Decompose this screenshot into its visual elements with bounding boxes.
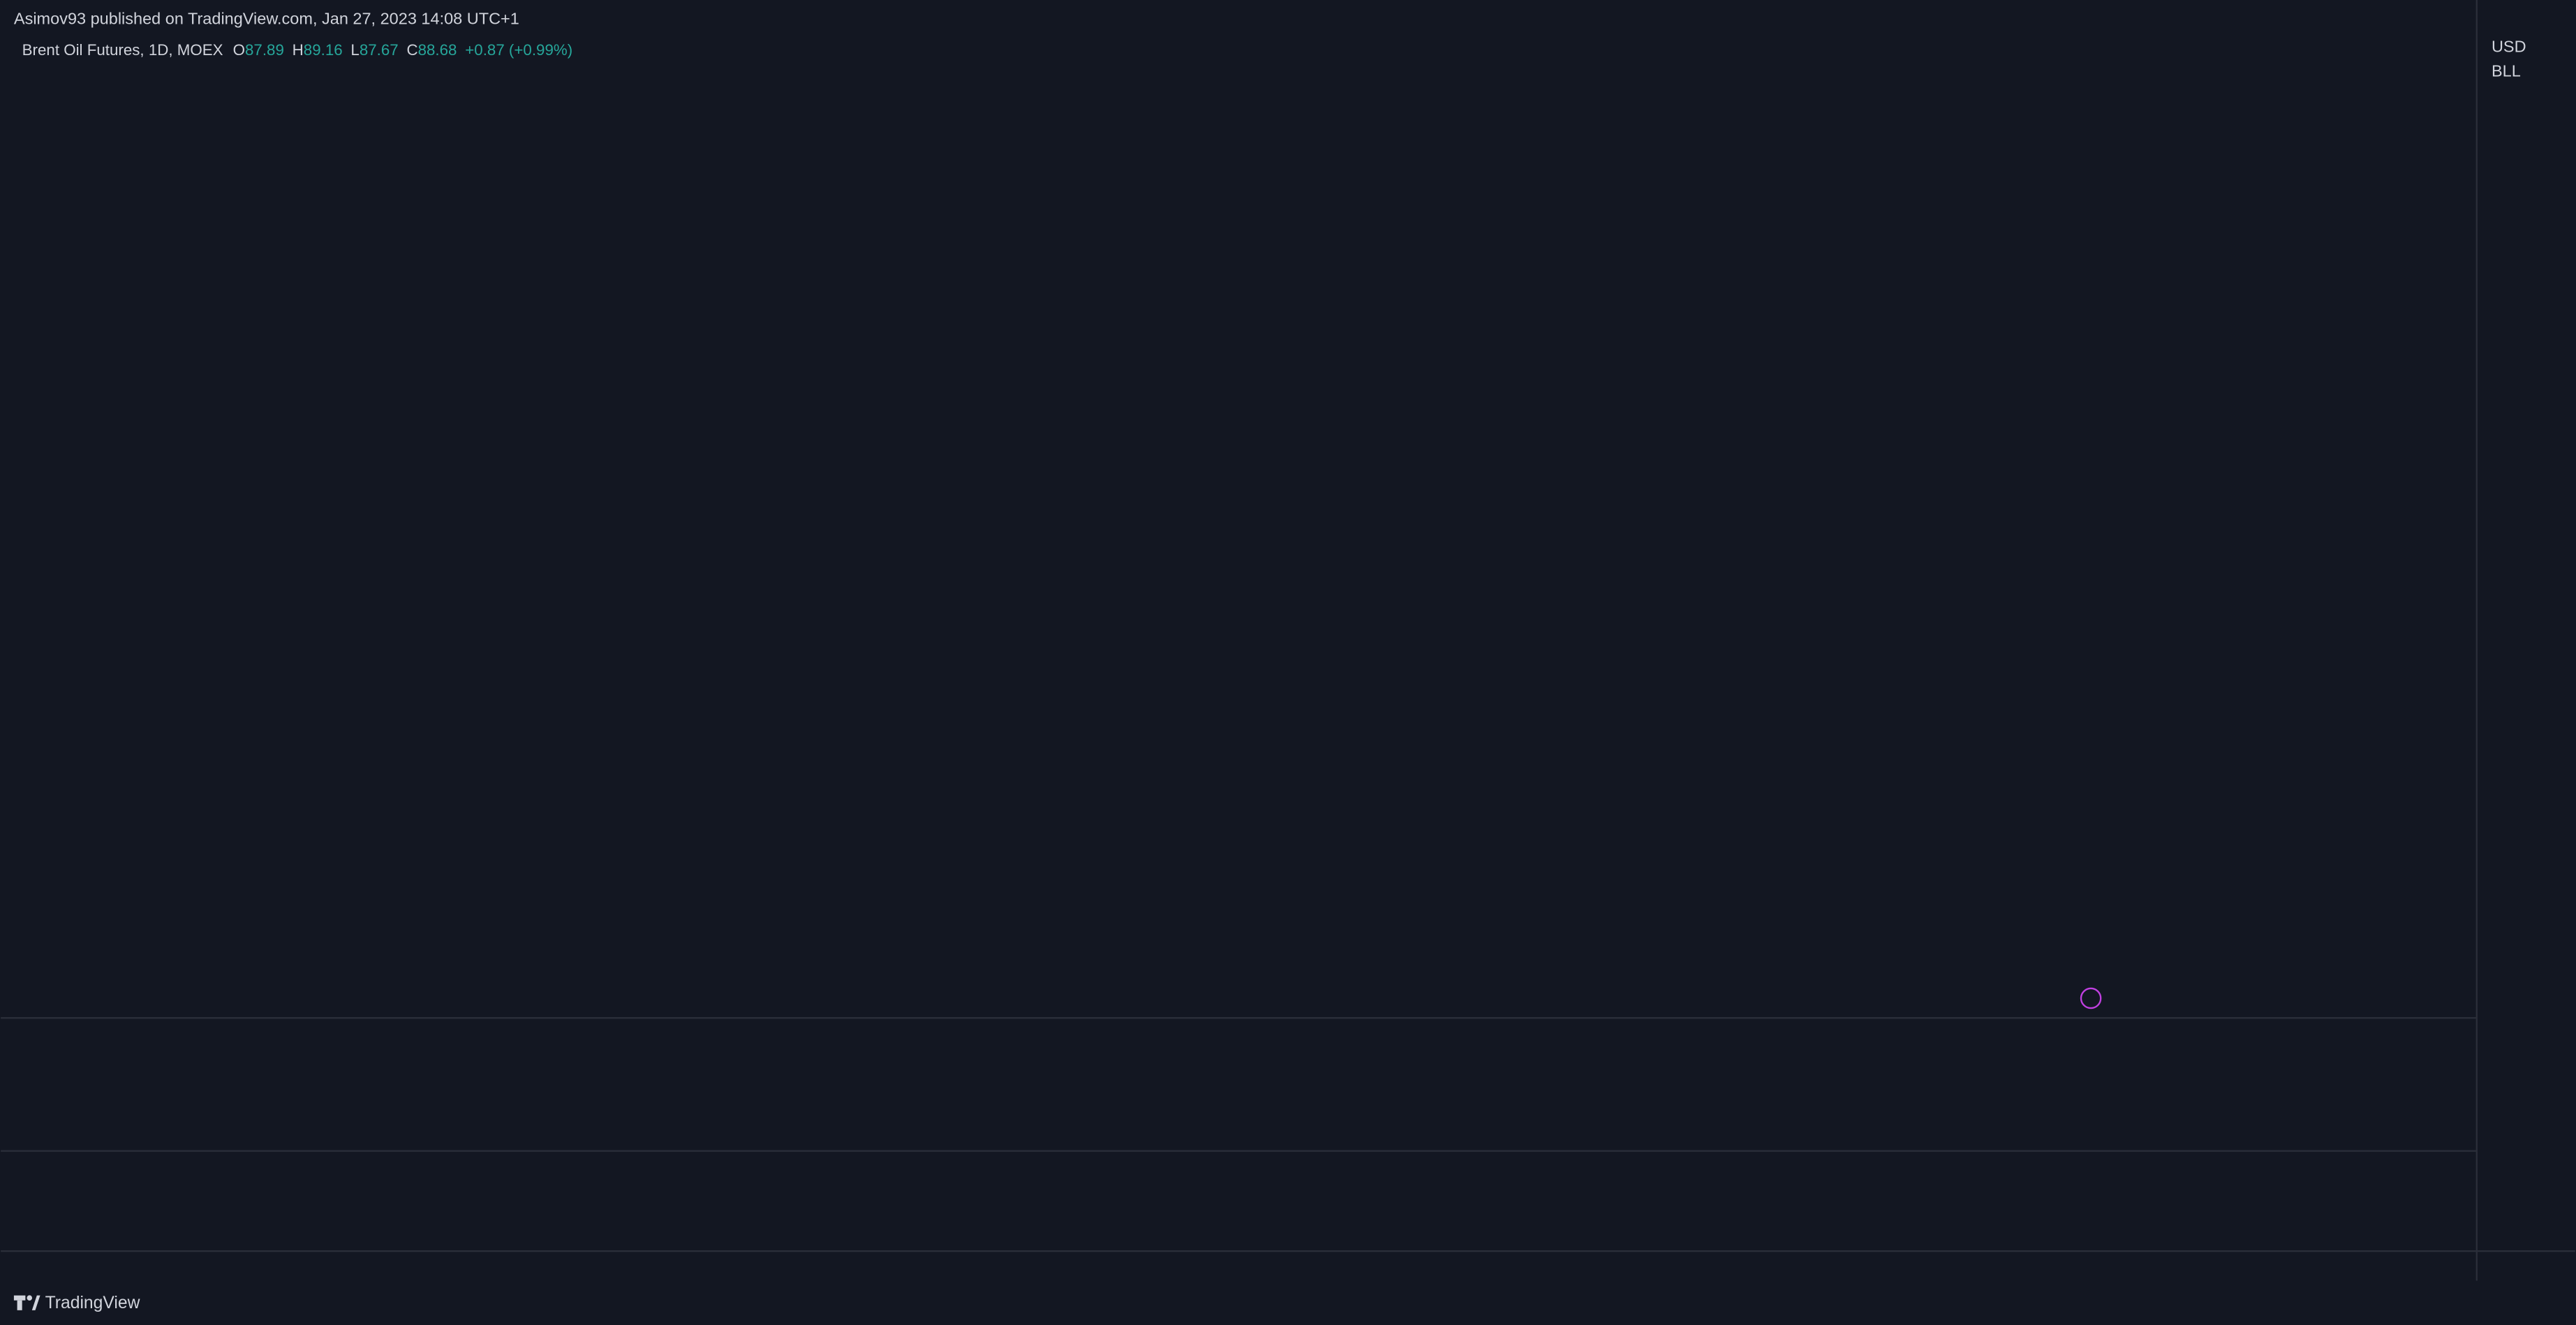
published-note: Asimov93 published on TradingView.com, J… xyxy=(14,9,519,27)
low-label: L xyxy=(350,41,359,59)
low-value: 87.67 xyxy=(360,41,399,59)
open-value: 87.89 xyxy=(245,41,284,59)
brand[interactable]: TradingView xyxy=(45,1294,140,1312)
alert-icon[interactable] xyxy=(2080,987,2102,1009)
high-label: H xyxy=(293,41,304,59)
close-value: 88.68 xyxy=(418,41,457,59)
symbol: Brent Oil Futures, 1D, MOEX xyxy=(22,41,223,59)
legend: Brent Oil Futures, 1D, MOEX O87.89 H89.16 L… xyxy=(22,41,572,59)
close-label: C xyxy=(406,41,417,59)
open-label: O xyxy=(233,41,245,59)
high-value: 89.16 xyxy=(304,41,343,59)
currency: USD xyxy=(2492,37,2526,55)
change: +0.87 (+0.99%) xyxy=(465,41,572,59)
unit: BLL xyxy=(2492,62,2521,80)
tradingview-logo xyxy=(13,1295,40,1310)
footer xyxy=(1,1282,2575,1325)
